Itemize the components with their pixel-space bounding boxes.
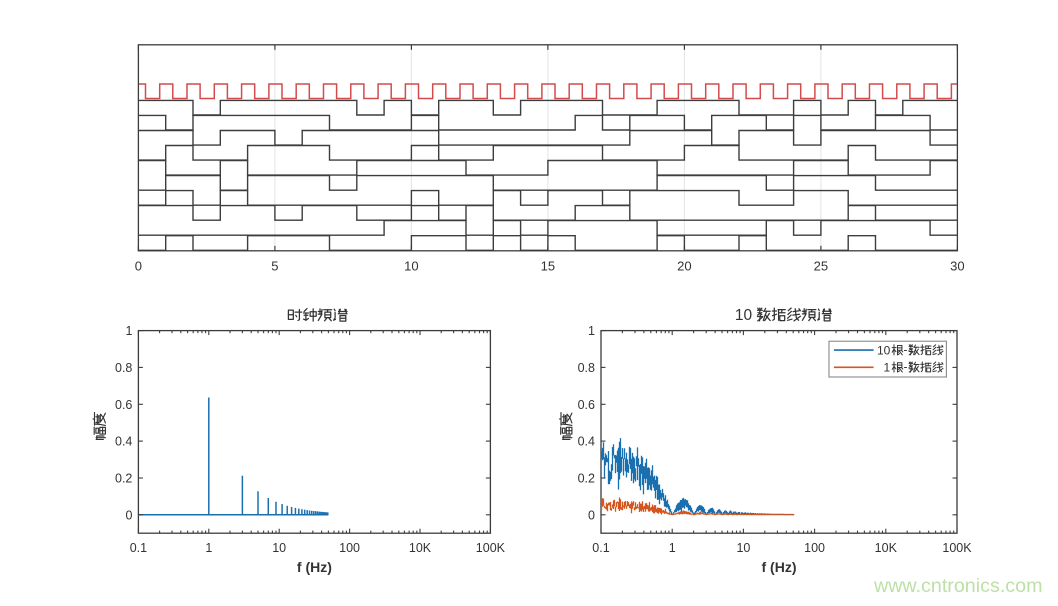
- svg-text:0.4: 0.4: [578, 435, 595, 449]
- svg-text:1: 1: [884, 361, 891, 375]
- svg-text:0.2: 0.2: [115, 472, 132, 486]
- svg-text:10: 10: [877, 343, 891, 357]
- svg-text:10K: 10K: [875, 541, 898, 555]
- svg-text:1: 1: [588, 324, 595, 338]
- svg-text:0.6: 0.6: [578, 398, 595, 412]
- svg-text:10: 10: [736, 541, 750, 555]
- svg-text:-: -: [904, 360, 908, 374]
- svg-text:-: -: [904, 342, 908, 356]
- svg-text:0.2: 0.2: [578, 472, 595, 486]
- svg-text:5: 5: [271, 259, 278, 274]
- svg-text:100: 100: [804, 541, 825, 555]
- svg-text:15: 15: [541, 259, 555, 274]
- svg-text:1: 1: [125, 324, 132, 338]
- svg-text:0.8: 0.8: [578, 361, 595, 375]
- svg-text:0.6: 0.6: [115, 398, 132, 412]
- svg-text:f (Hz): f (Hz): [762, 559, 797, 575]
- svg-text:0: 0: [135, 259, 142, 274]
- svg-text:25: 25: [814, 259, 828, 274]
- svg-text:10: 10: [404, 259, 418, 274]
- svg-text:10: 10: [272, 541, 286, 555]
- svg-text:1: 1: [669, 541, 676, 555]
- svg-text:www.cntronics.com: www.cntronics.com: [873, 575, 1042, 597]
- svg-text:0.1: 0.1: [592, 541, 609, 555]
- svg-text:0.1: 0.1: [130, 541, 147, 555]
- svg-text:10: 10: [735, 307, 753, 324]
- svg-text:10K: 10K: [409, 541, 432, 555]
- svg-text:100K: 100K: [942, 541, 972, 555]
- svg-text:0: 0: [125, 508, 132, 522]
- svg-text:0.4: 0.4: [115, 435, 132, 449]
- svg-text:100: 100: [339, 541, 360, 555]
- svg-text:0.8: 0.8: [115, 361, 132, 375]
- svg-text:20: 20: [677, 259, 691, 274]
- svg-text:1: 1: [205, 541, 212, 555]
- svg-text:f (Hz): f (Hz): [297, 559, 332, 575]
- svg-text:0: 0: [588, 508, 595, 522]
- svg-text:100K: 100K: [476, 541, 506, 555]
- svg-text:30: 30: [950, 259, 964, 274]
